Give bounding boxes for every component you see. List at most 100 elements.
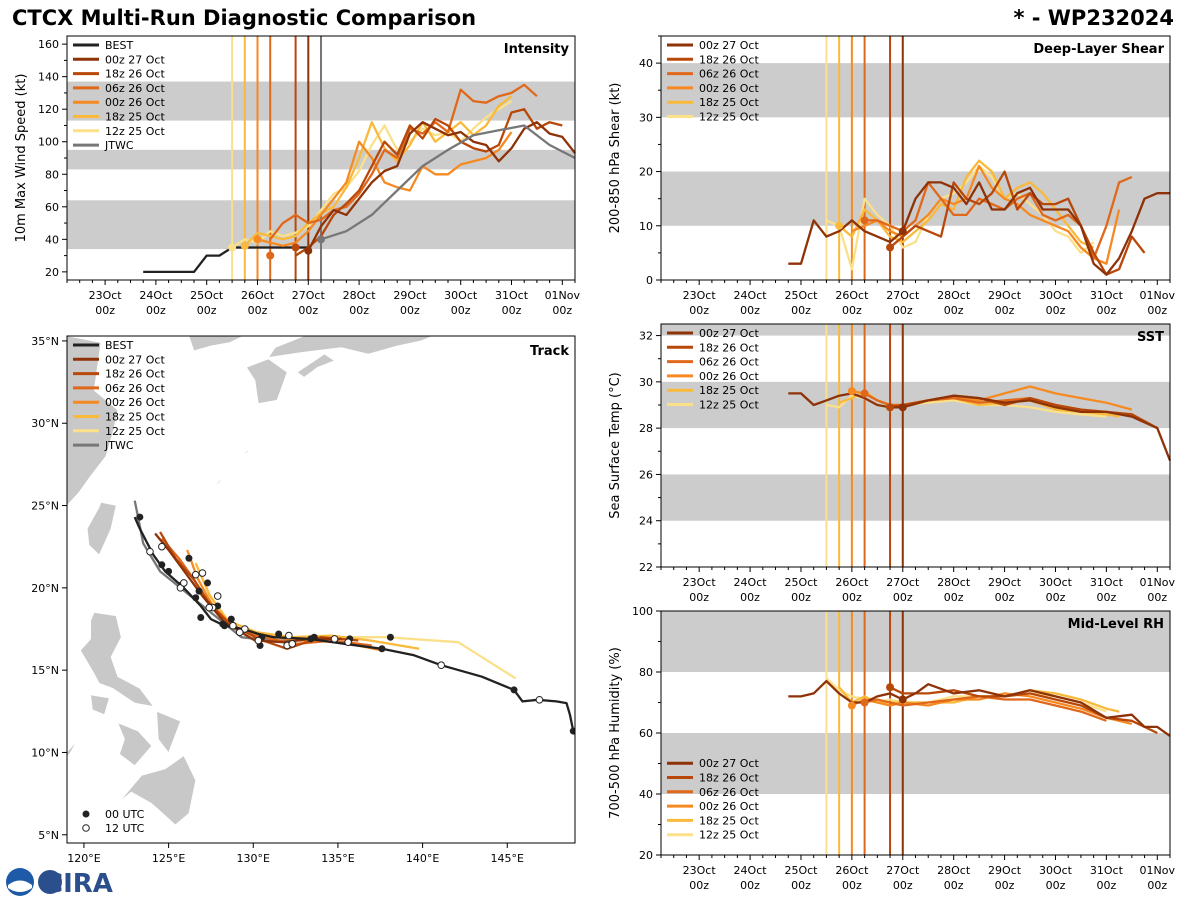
x-tick-label-day: 24Oct <box>139 289 173 302</box>
legend-label: 06z 26 Oct <box>699 356 759 369</box>
legend-label: 06z 26 Oct <box>105 82 165 95</box>
x-tick-label-hour: 00z <box>791 879 811 892</box>
landmass <box>80 612 155 707</box>
landmass <box>267 336 433 358</box>
x-tick-label-hour: 00z <box>1096 304 1116 317</box>
landmass <box>67 336 119 506</box>
y-tick-label: 22 <box>639 561 653 574</box>
shade-band <box>661 63 1170 118</box>
y-tick-label: 140 <box>38 71 59 84</box>
legend-label: BEST <box>105 39 133 52</box>
y-tick-label: 40 <box>639 788 653 801</box>
x-tick-label-hour: 00z <box>146 304 166 317</box>
x-tick-label-hour: 00z <box>689 879 709 892</box>
series-line-18z-25-oct <box>838 686 1120 713</box>
x-tick-label-hour: 00z <box>1147 591 1167 604</box>
legend-label: 06z 26 Oct <box>699 786 759 799</box>
y-tick-label: 10 <box>639 220 653 233</box>
x-tick-label-day: 31Oct <box>1090 864 1124 877</box>
series-line-00z-27-oct <box>788 679 1171 737</box>
x-tick-label-day: 31Oct <box>1090 576 1124 589</box>
x-tick-label-day: 01Nov <box>1140 576 1176 589</box>
track-line-18z-25-oct <box>194 562 420 650</box>
y-tick-label: 25°N <box>31 500 59 513</box>
init-marker <box>266 251 275 260</box>
x-tick-label-day: 23Oct <box>683 864 717 877</box>
x-tick-label-hour: 00z <box>791 591 811 604</box>
series-line-06z-26-oct <box>269 83 538 241</box>
x-tick-label-hour: 00z <box>893 304 913 317</box>
x-tick-label-hour: 00z <box>1046 591 1066 604</box>
panel-title: Track <box>530 344 569 359</box>
x-tick-label: 145°E <box>491 852 524 865</box>
series-line-00z-26-oct <box>851 164 1121 265</box>
panel-rh: 20 40 60 80 100 23Oct 00z 24Oct 00z 25Oct 00z 26Oct… <box>608 605 1175 892</box>
track-line-best <box>133 516 575 732</box>
legend-label: 18z 26 Oct <box>699 772 759 785</box>
x-tick-label-day: 25Oct <box>784 576 818 589</box>
x-tick-label-hour: 00z <box>451 304 471 317</box>
init-marker <box>835 221 844 230</box>
shade-band <box>661 324 1170 336</box>
legend-label: 00z 26 Oct <box>699 370 759 383</box>
landmass <box>90 694 110 716</box>
init-marker <box>240 241 249 250</box>
y-tick-label: 30°N <box>31 417 59 430</box>
init-marker <box>317 235 325 244</box>
y-tick-label: 80 <box>639 666 653 679</box>
shade-band <box>661 611 1170 672</box>
legend-label: 12z 25 Oct <box>105 425 165 438</box>
y-axis-label: 10m Max Wind Speed (kt) <box>14 74 29 243</box>
x-tick-label-day: 31Oct <box>1090 289 1124 302</box>
cira-logo: CIRA <box>4 866 116 902</box>
legend-label: 18z 25 Oct <box>699 384 759 397</box>
y-tick-label: 100 <box>632 605 653 618</box>
legend-label: 00z 27 Oct <box>699 327 759 340</box>
x-tick-label-hour: 00z <box>740 304 760 317</box>
x-tick-label-day: 27Oct <box>886 864 920 877</box>
x-tick-label-day: 29Oct <box>988 576 1022 589</box>
y-tick-label: 120 <box>38 103 59 116</box>
x-tick-label-hour: 00z <box>1046 304 1066 317</box>
init-marker <box>860 389 869 398</box>
x-tick-label-day: 30Oct <box>1039 864 1073 877</box>
panel-shear: 0 10 20 30 40 23Oct 00z 24Oct 00z 25Oct 00z 26Oct 00… <box>608 35 1175 317</box>
track-point-00utc <box>510 686 518 694</box>
track-point-12utc <box>344 638 352 646</box>
x-tick-label-hour: 00z <box>995 879 1015 892</box>
track-point-00utc <box>569 727 575 735</box>
track-point-12utc <box>437 661 446 670</box>
y-tick-label: 10°N <box>31 746 59 759</box>
x-tick-label-day: 27Oct <box>292 289 326 302</box>
x-tick-label: 130°E <box>237 852 270 865</box>
series-line-00z-27-oct <box>307 121 576 252</box>
series-line-18z-25-oct <box>243 95 513 247</box>
series-line-00z-26-oct <box>851 692 1133 726</box>
track-point-12utc <box>235 628 244 637</box>
x-tick-label-day: 26Oct <box>835 864 869 877</box>
legend-label: 18z 26 Oct <box>699 341 759 354</box>
landmass <box>296 353 336 378</box>
x-tick-label-day: 26Oct <box>835 576 869 589</box>
track-point-12utc <box>535 695 544 704</box>
track-point-00utc <box>192 594 200 602</box>
track-point-00utc <box>386 633 394 641</box>
x-tick-label-day: 25Oct <box>784 864 818 877</box>
x-tick-label-hour: 00z <box>1096 879 1116 892</box>
y-axis-label: 200-850 hPa Shear (kt) <box>608 83 623 234</box>
y-tick-label: 5°N <box>38 829 59 842</box>
y-tick-label: 40 <box>639 57 653 70</box>
x-tick-label-hour: 00z <box>349 304 369 317</box>
track-point-00utc <box>195 587 203 595</box>
series-line-06z-26-oct <box>864 695 1107 722</box>
legend-label: 18z 26 Oct <box>105 368 165 381</box>
init-marker <box>898 227 907 236</box>
track-point-00utc <box>310 633 318 641</box>
x-tick-label-day: 29Oct <box>988 289 1022 302</box>
x-tick-label-hour: 00z <box>944 304 964 317</box>
track-point-12utc <box>205 603 214 612</box>
y-tick-label: 28 <box>639 422 653 435</box>
x-tick-label-hour: 00z <box>995 304 1015 317</box>
track-point-00utc <box>227 615 235 623</box>
legend-label: 18z 25 Oct <box>699 814 759 827</box>
